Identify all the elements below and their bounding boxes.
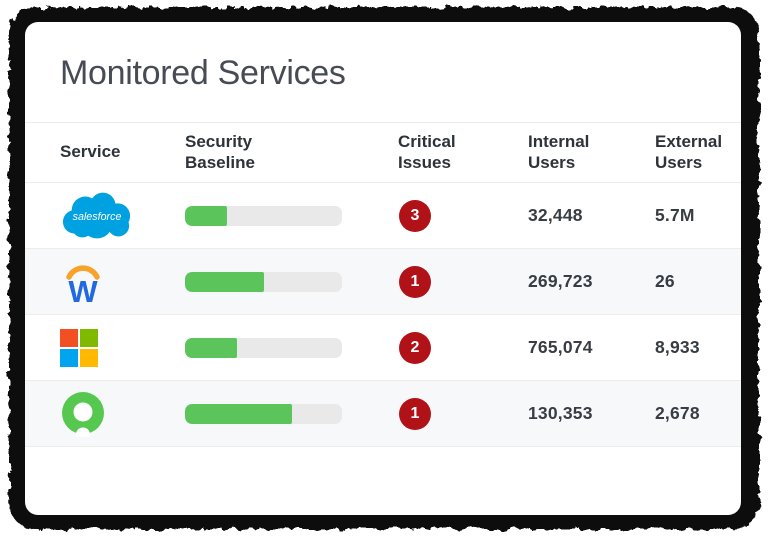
- baseline-cell: [185, 403, 373, 424]
- internal-users-value: 130,353: [528, 403, 593, 423]
- table-row-okta[interactable]: 1 130,353 2,678: [25, 381, 741, 447]
- service-logo-cell: [60, 391, 185, 437]
- salesforce-logo-text: salesforce: [73, 210, 122, 222]
- external-users-value: 2,678: [655, 403, 700, 423]
- salesforce-logo: salesforce: [62, 192, 131, 238]
- service-logo-cell: [60, 328, 185, 367]
- column-header-critical-issues: Critical Issues: [398, 132, 456, 172]
- service-logo-cell: salesforce: [60, 190, 185, 242]
- critical-issues-badge: 3: [399, 199, 431, 232]
- microsoft-logo: [60, 328, 98, 367]
- microsoft-logo-square-yellow: [80, 348, 98, 367]
- security-baseline-bar: [185, 205, 342, 226]
- column-header-external-users: External Users: [655, 132, 723, 172]
- service-logo-cell: W: [60, 258, 185, 306]
- security-baseline-bar: [185, 271, 342, 292]
- microsoft-logo-square-blue: [60, 348, 78, 367]
- security-baseline-bar: [185, 337, 342, 358]
- column-header-internal-users: Internal Users: [528, 132, 590, 172]
- page-title: Monitored Services: [60, 54, 346, 92]
- internal-users-value: 269,723: [528, 271, 593, 291]
- monitored-services-card: Monitored Services Service Security Base…: [25, 22, 741, 515]
- internal-users-value: 765,074: [528, 337, 593, 357]
- critical-issues-cell: 1: [373, 265, 528, 298]
- table-row-salesforce[interactable]: salesforce 3 32,448 5.7M: [25, 183, 741, 249]
- table-row-workday[interactable]: W 1 269,723 26: [25, 249, 741, 315]
- critical-issues-badge: 1: [399, 265, 431, 298]
- security-baseline-fill: [185, 205, 228, 226]
- column-header-service: Service: [60, 142, 121, 162]
- card-header: Monitored Services: [25, 22, 741, 122]
- external-users-value: 5.7M: [655, 205, 695, 225]
- external-users-value: 8,933: [655, 337, 700, 357]
- critical-issues-badge: 1: [399, 397, 431, 430]
- column-header-security-baseline: Security Baseline: [185, 132, 255, 172]
- security-baseline-fill: [185, 337, 237, 358]
- workday-logo: W: [66, 264, 100, 306]
- critical-issues-cell: 1: [373, 397, 528, 430]
- security-baseline-fill: [185, 271, 264, 292]
- critical-issues-badge: 2: [399, 331, 431, 364]
- external-users-value: 26: [655, 271, 675, 291]
- baseline-cell: [185, 271, 373, 292]
- table-header-row: Service Security Baseline Critical Issue…: [25, 122, 741, 183]
- critical-issues-cell: 2: [373, 331, 528, 364]
- critical-issues-cell: 3: [373, 199, 528, 232]
- security-baseline-bar: [185, 403, 342, 424]
- baseline-cell: [185, 205, 373, 226]
- table-row-microsoft[interactable]: 2 765,074 8,933: [25, 315, 741, 381]
- internal-users-value: 32,448: [528, 205, 583, 225]
- okta-logo: [62, 391, 104, 437]
- baseline-cell: [185, 337, 373, 358]
- workday-logo-text: W: [68, 274, 98, 306]
- microsoft-logo-square-green: [80, 328, 98, 347]
- security-baseline-fill: [185, 403, 292, 424]
- microsoft-logo-square-red: [60, 328, 78, 347]
